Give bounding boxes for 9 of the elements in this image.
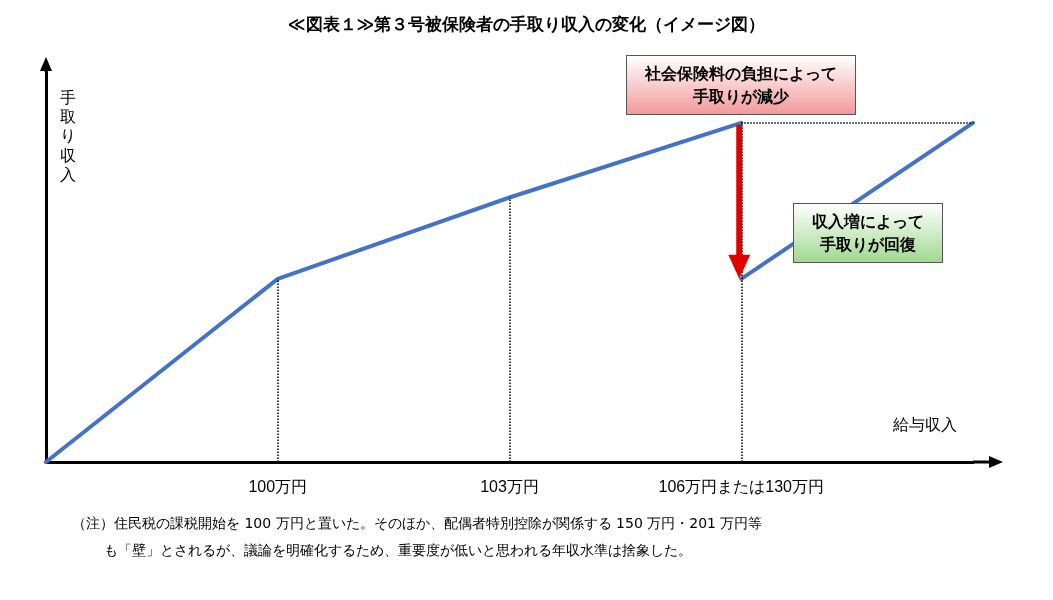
x-tick-label: 103万円 (480, 477, 539, 495)
chart-title: ≪図表１≫第３号被保険者の手取り収入の変化（イメージ図） (287, 13, 766, 34)
x-tick-label: 106万円または130万円 (658, 477, 824, 495)
x-axis-title: 給与収入 (892, 415, 957, 433)
annotation: 収入増によって手取りが回復 (793, 202, 943, 264)
text: （注）住民税の課税開始を 100 万円と置いた。そのほか、配偶者特別控除が関係する 150 万円・201 万円等も「壁」とされるが、議論を明確化するため、重要度が低いと思われる年収水準は捨象した。 (72, 514, 764, 560)
x-tick-label: 100万円 (248, 477, 308, 495)
text: 社会保険料の負担によって手取りが減少 (626, 54, 857, 116)
y-axis-title: 手取り収入 (60, 88, 77, 184)
